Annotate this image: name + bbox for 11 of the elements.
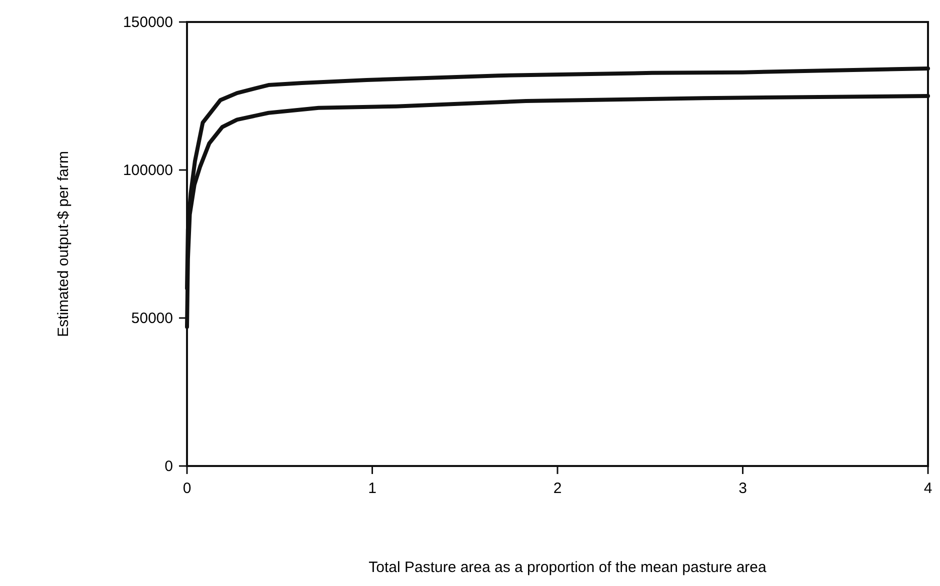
- x-tick-label: 1: [368, 480, 376, 497]
- y-tick-label: 150000: [122, 14, 173, 31]
- x-axis-title: Total Pasture area as a proportion of the mean pasture area: [368, 559, 768, 576]
- x-tick-label: 0: [182, 480, 192, 497]
- y-tick-label: 100000: [122, 162, 173, 179]
- x-tick-label: 3: [738, 480, 747, 497]
- y-tick-label: 0: [164, 458, 173, 475]
- y-axis-title: Estimated output-$ per farm: [55, 151, 72, 337]
- y-tick-label: 50000: [131, 310, 173, 327]
- x-tick-label: 4: [924, 480, 932, 497]
- x-tick-label: 2: [553, 480, 562, 497]
